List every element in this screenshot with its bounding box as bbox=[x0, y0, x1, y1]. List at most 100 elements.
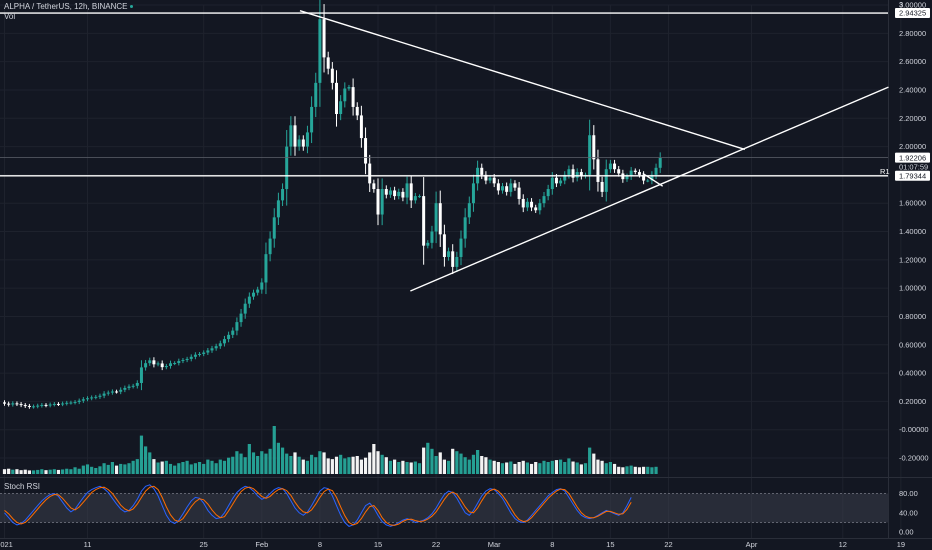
candle-body bbox=[297, 139, 301, 147]
volume-bar bbox=[214, 463, 218, 474]
volume-bar bbox=[301, 459, 305, 474]
volume-bar bbox=[65, 468, 69, 474]
candle-body bbox=[102, 393, 106, 396]
candle-body bbox=[517, 187, 521, 199]
volume-bar bbox=[646, 466, 650, 474]
time-tick-label: 15 bbox=[606, 540, 614, 549]
candle-body bbox=[347, 87, 351, 89]
candle-body bbox=[380, 189, 384, 215]
volume-bar bbox=[98, 466, 102, 474]
candle-body bbox=[426, 242, 430, 246]
volume-bar bbox=[193, 463, 197, 474]
volume-bar bbox=[430, 448, 434, 474]
volume-bar bbox=[297, 456, 301, 474]
candle-body bbox=[633, 170, 637, 173]
volume-bar bbox=[517, 462, 521, 474]
price-tick-label: 2.60000 bbox=[899, 57, 926, 66]
candle-body bbox=[488, 177, 492, 181]
trendline-drawings[interactable] bbox=[0, 9, 889, 292]
candle-body bbox=[330, 68, 334, 83]
volume-bar bbox=[525, 462, 529, 474]
candle-body bbox=[144, 363, 148, 368]
candle-body bbox=[235, 322, 239, 331]
candle-body bbox=[625, 176, 629, 180]
candle-body bbox=[596, 159, 600, 182]
stoch-rsi-legend[interactable]: Stoch RSI bbox=[4, 482, 41, 491]
volume-bar bbox=[185, 460, 189, 474]
descending-trendline bbox=[299, 9, 746, 151]
candle-body bbox=[73, 401, 77, 403]
candle-body bbox=[98, 395, 102, 397]
volume-bar bbox=[521, 460, 525, 474]
candle-body bbox=[430, 231, 434, 243]
candle-body bbox=[77, 400, 81, 402]
candle-body bbox=[177, 361, 181, 364]
volume-bar bbox=[177, 463, 181, 474]
volume-bar bbox=[413, 461, 417, 474]
candle-body bbox=[376, 189, 380, 215]
volume-bar bbox=[69, 469, 73, 474]
volume-legend[interactable]: Vol bbox=[4, 12, 16, 21]
candle-body bbox=[326, 57, 330, 69]
volume-bar bbox=[293, 452, 297, 474]
volume-bar bbox=[451, 448, 455, 474]
candle-body bbox=[81, 399, 85, 401]
stoch-rsi-pane[interactable] bbox=[0, 484, 888, 527]
candle-body bbox=[32, 406, 36, 408]
volume-bar bbox=[173, 465, 177, 474]
volume-bar bbox=[417, 463, 422, 474]
symbol-title[interactable]: ALPHA / TetherUS, 12h, BINANCE bbox=[4, 2, 134, 11]
volume-bar bbox=[401, 460, 405, 474]
candle-body bbox=[513, 183, 517, 188]
r1-price-label: 1.79344 bbox=[899, 172, 926, 181]
candle-body bbox=[434, 203, 438, 232]
volume-bar bbox=[131, 460, 135, 474]
volume-bar bbox=[152, 459, 156, 474]
volume-bar bbox=[189, 464, 193, 474]
volume-bar bbox=[471, 454, 476, 474]
volume-bar bbox=[575, 462, 579, 474]
candle-body bbox=[260, 282, 264, 290]
volume-bar bbox=[363, 457, 368, 474]
candle-body bbox=[339, 101, 343, 115]
price-tick-label: 0.20000 bbox=[899, 397, 926, 406]
volume-bar bbox=[127, 463, 131, 474]
volume-bar bbox=[592, 453, 596, 474]
candle-body bbox=[314, 82, 318, 107]
volume-bar bbox=[247, 444, 251, 474]
volume-bar bbox=[90, 466, 94, 474]
price-tick-label: 0.80000 bbox=[899, 312, 926, 321]
candle-body bbox=[368, 163, 372, 184]
candle-body bbox=[563, 174, 567, 181]
candle-body bbox=[281, 189, 285, 201]
volume-bar bbox=[546, 462, 550, 474]
volume-bar bbox=[608, 462, 612, 474]
volume-bar bbox=[156, 462, 160, 474]
candle-body bbox=[227, 334, 231, 340]
volume-bar bbox=[351, 456, 355, 474]
candle-body bbox=[525, 201, 529, 208]
candle-body bbox=[575, 172, 579, 178]
volume-bar bbox=[476, 450, 480, 474]
time-tick-label: 11 bbox=[84, 540, 92, 549]
candlesticks[interactable] bbox=[3, 0, 662, 409]
time-axis[interactable]: 20211125Feb81522Mar81522Apr1219May bbox=[0, 540, 932, 549]
price-axis[interactable]: 3.00000 2.80000 2.60000 2.40000 2.20000 2.000… bbox=[899, 0, 929, 537]
time-tick-label: 2021 bbox=[0, 540, 13, 549]
candle-body bbox=[600, 181, 604, 192]
r1-line-label: R1 bbox=[880, 167, 890, 176]
candle-body bbox=[401, 191, 405, 198]
candle-body bbox=[405, 183, 409, 198]
candle-body bbox=[285, 146, 289, 190]
price-tick-label: -0.20000 bbox=[899, 454, 929, 463]
candle-body bbox=[272, 217, 276, 239]
candle-body bbox=[56, 403, 60, 405]
volume-bar bbox=[372, 444, 376, 474]
candle-body bbox=[189, 356, 193, 359]
volume-bar bbox=[554, 460, 559, 474]
price-tick-label: 1.40000 bbox=[899, 227, 926, 236]
price-tick-label: 2.80000 bbox=[899, 29, 926, 38]
volume-bar bbox=[314, 457, 318, 474]
